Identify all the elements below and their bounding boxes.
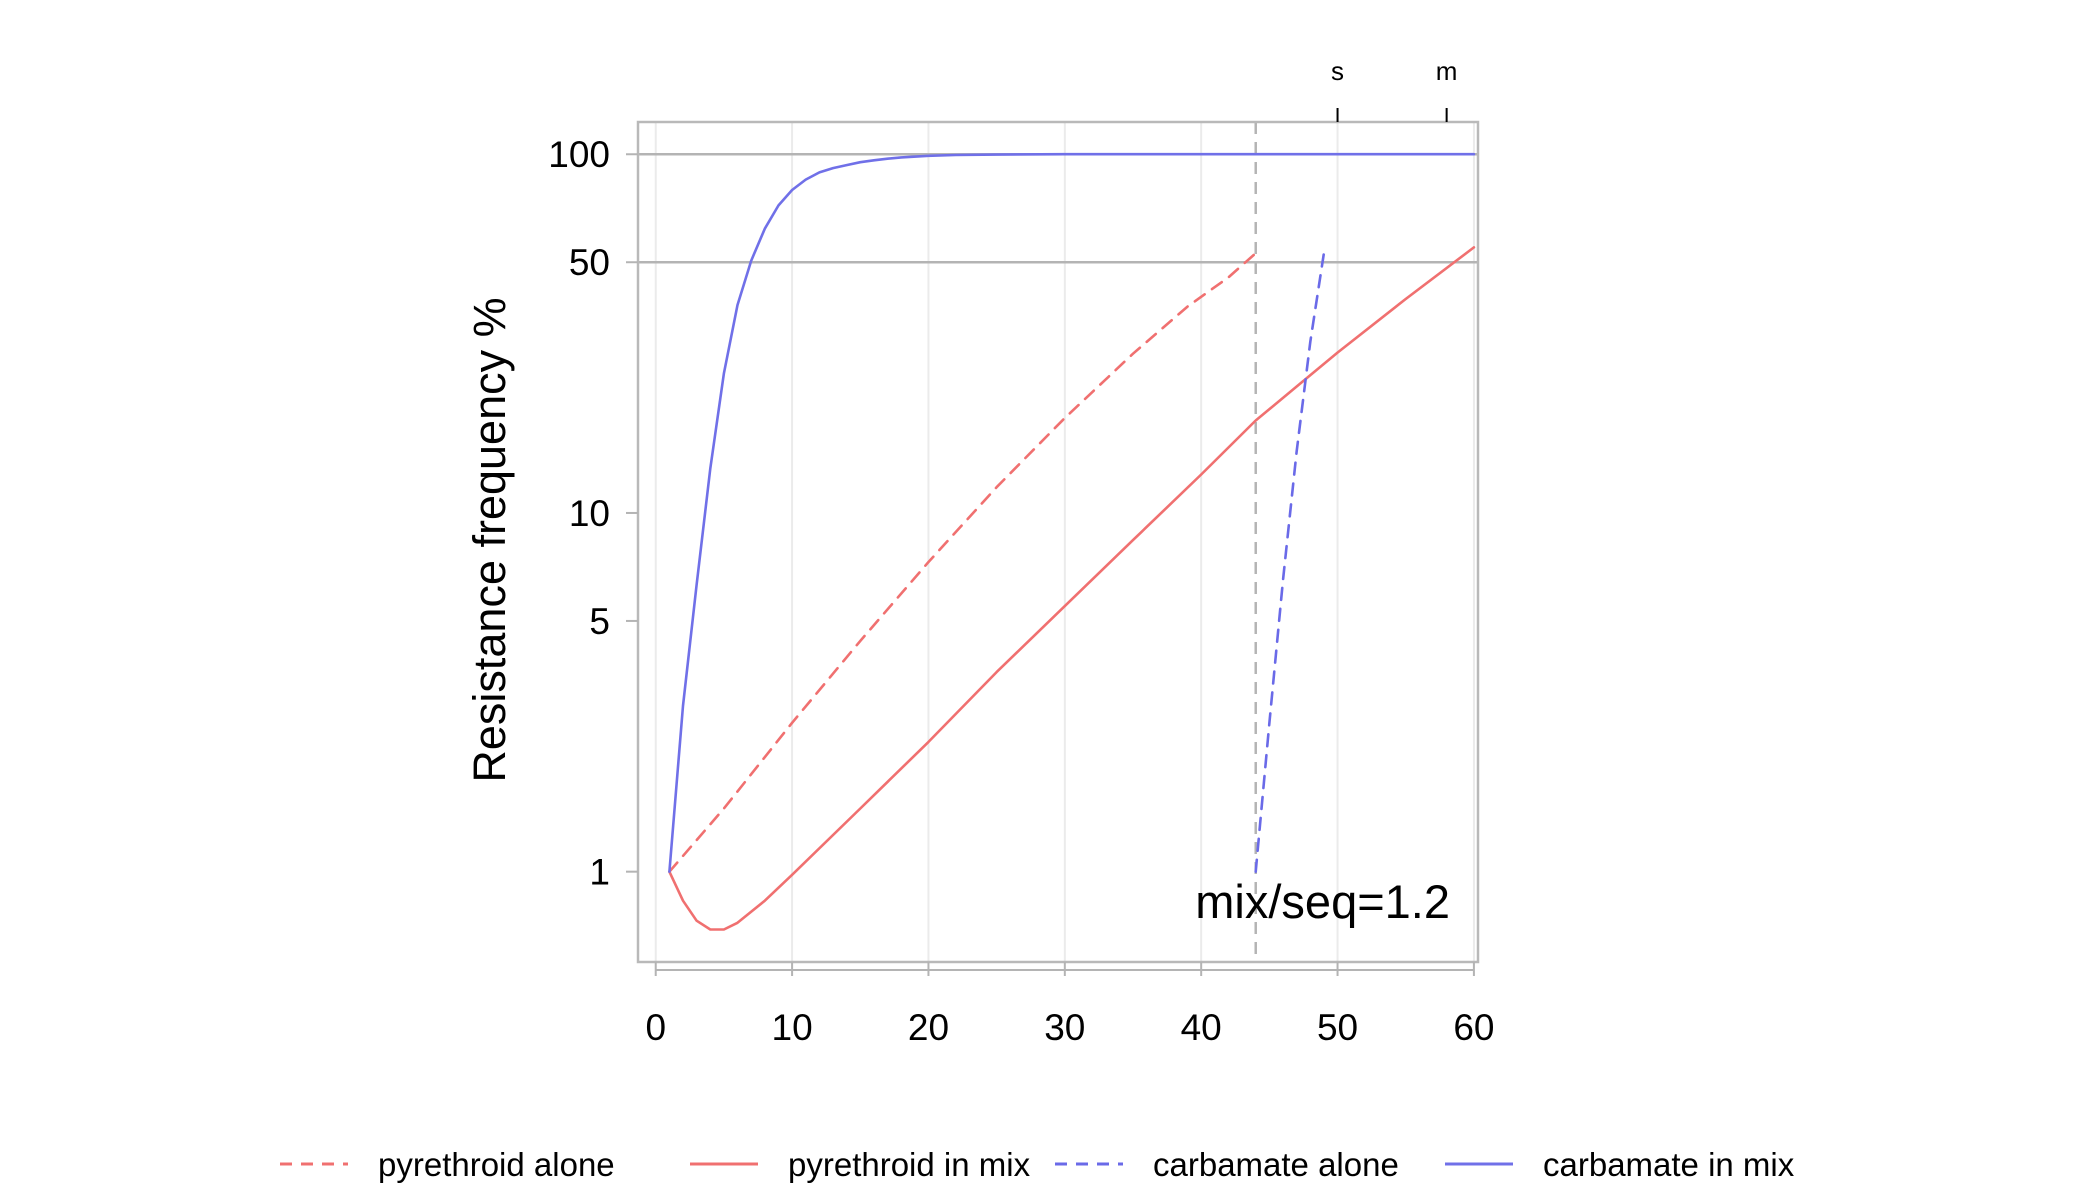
series-line [668,152,1476,874]
x-tick-label: 0 [645,1007,666,1048]
plot-frame [636,120,1480,964]
x-tick-label: 50 [1317,1007,1358,1048]
top-tick-label: s [1331,56,1344,86]
y-tick-label: 1 [589,852,610,893]
ratio-annotation: mix/seq=1.2 [1195,875,1450,928]
x-tick-label: 40 [1181,1007,1222,1048]
grid-layer [638,122,1478,962]
y-tick-label: 10 [569,493,610,534]
legend-label: carbamate alone [1153,1146,1399,1183]
series-line [668,251,1257,874]
legend: pyrethroid alone pyrethroid in mix carbama… [280,1146,1795,1183]
legend-label: pyrethroid in mix [788,1146,1031,1183]
y-tick-label: 50 [569,242,610,283]
legend-label: carbamate in mix [1543,1146,1795,1183]
x-tick-label: 10 [772,1007,813,1048]
x-tick-label: 60 [1453,1007,1494,1048]
axes-layer: 0 10 20 30 40 50 60 1 5 10 50 100 Resistance frequen… [464,56,1494,1048]
series-line [668,246,1476,931]
series-layer [668,152,1476,931]
x-tick-label: 30 [1044,1007,1085,1048]
y-tick-label: 5 [589,601,610,642]
y-tick-label: 100 [548,134,610,175]
series-line [1254,251,1326,874]
top-tick-label: m [1436,56,1458,86]
x-tick-label: 20 [908,1007,949,1048]
y-axis-title: Resistance frequency % [464,297,515,782]
legend-label: pyrethroid alone [378,1146,615,1183]
